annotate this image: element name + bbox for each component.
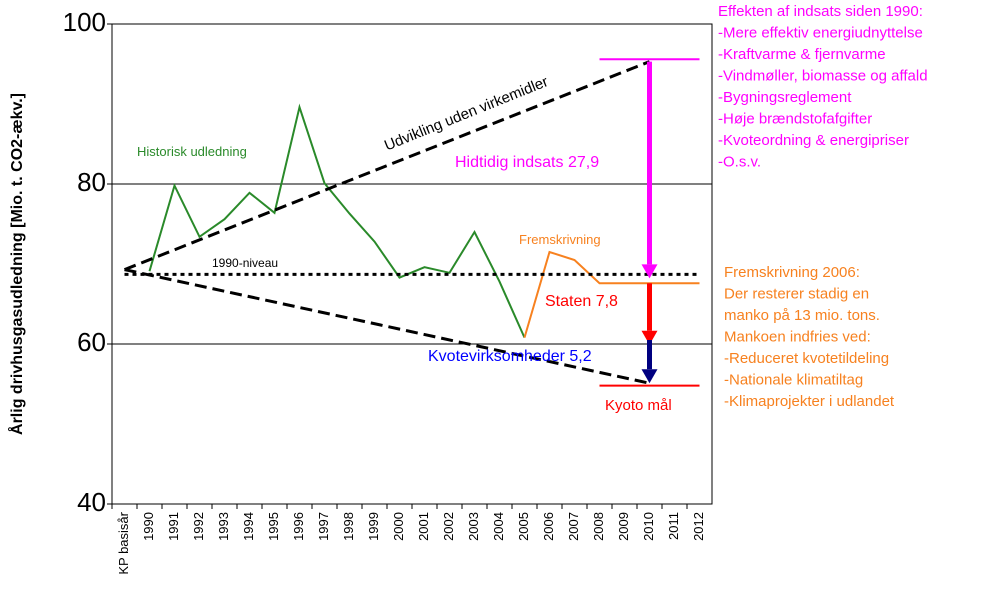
annotation-line: -Vindmøller, biomasse og affald [718, 67, 928, 84]
x-tick-label: 1994 [241, 512, 256, 541]
x-tick-label: 2001 [416, 512, 431, 541]
arrow-head [641, 330, 658, 345]
series-label: Kyoto mål [605, 397, 672, 414]
y-tick-label: 40 [77, 487, 106, 517]
x-tick-label: 2008 [591, 512, 606, 541]
annotation-line: -Klimaprojekter i udlandet [724, 393, 895, 410]
series-line [123, 60, 651, 271]
x-tick-label: 2005 [516, 512, 531, 541]
x-tick-label: 2007 [566, 512, 581, 541]
series-label: Udvikling uden virkemidler [382, 73, 551, 154]
x-tick-label: 1993 [216, 512, 231, 541]
annotation-line: -Kraftvarme & fjernvarme [718, 46, 886, 63]
series-label: Fremskrivning [519, 232, 601, 247]
arrow-label: Staten 7,8 [545, 293, 618, 310]
arrow-head [641, 369, 658, 384]
annotation-line: Mankoen indfries ved: [724, 328, 871, 345]
annotation-line: -O.s.v. [718, 153, 761, 170]
x-tick-label: 2004 [491, 512, 506, 541]
annotation-line: Fremskrivning 2006: [724, 264, 860, 281]
annotation-line: -Bygningsreglement [718, 89, 852, 106]
arrow-label: Kvotevirksomheder 5,2 [428, 348, 592, 365]
x-tick-label: 2002 [441, 512, 456, 541]
arrow-label: Hidtidig indsats 27,9 [455, 154, 599, 171]
annotation-line: -Mere effektiv energiudnyttelse [718, 24, 923, 41]
y-tick-label: 100 [63, 7, 106, 37]
x-tick-label: 2011 [666, 512, 681, 540]
x-tick-label: 1992 [191, 512, 206, 541]
annotation-line: -Nationale klimatiltag [724, 371, 863, 388]
x-tick-label: 1990 [141, 512, 156, 541]
x-tick-label: 1999 [366, 512, 381, 541]
annotation-line: manko på 13 mio. tons. [724, 307, 880, 324]
annotation-line: Effekten af indsats siden 1990: [718, 3, 923, 20]
annotation-line: -Høje brændstofafgifter [718, 110, 872, 127]
x-tick-label: 2012 [691, 512, 706, 541]
y-axis-label: Årlig drivhusgasudledning [Mio. t. CO2-æ… [7, 93, 26, 435]
arrow-head [641, 264, 658, 279]
x-tick-label: 2009 [616, 512, 631, 541]
series-label: 1990-niveau [212, 256, 278, 270]
series-line [124, 268, 650, 385]
annotation-line: -Kvoteordning & energipriser [718, 132, 909, 149]
x-tick-label: 1998 [341, 512, 356, 541]
series-line [523, 250, 700, 338]
x-tick-label: 1996 [291, 512, 306, 541]
x-tick-label: 2010 [641, 512, 656, 541]
annotation-line: Der resterer stadig en [724, 285, 869, 302]
annotation-line: -Reduceret kvotetildeling [724, 350, 889, 367]
x-tick-label: 1995 [266, 512, 281, 541]
y-tick-label: 80 [77, 167, 106, 197]
x-tick-label: 2003 [466, 512, 481, 541]
x-tick-label: KP basisår [116, 511, 131, 574]
series-label: Historisk udledning [137, 144, 247, 159]
series-line [148, 103, 526, 339]
plot-frame [111, 23, 713, 505]
x-tick-label: 2000 [391, 512, 406, 541]
y-tick-label: 60 [77, 327, 106, 357]
x-tick-label: 1997 [316, 512, 331, 541]
x-tick-label: 1991 [166, 512, 181, 541]
x-tick-label: 2006 [541, 512, 556, 541]
